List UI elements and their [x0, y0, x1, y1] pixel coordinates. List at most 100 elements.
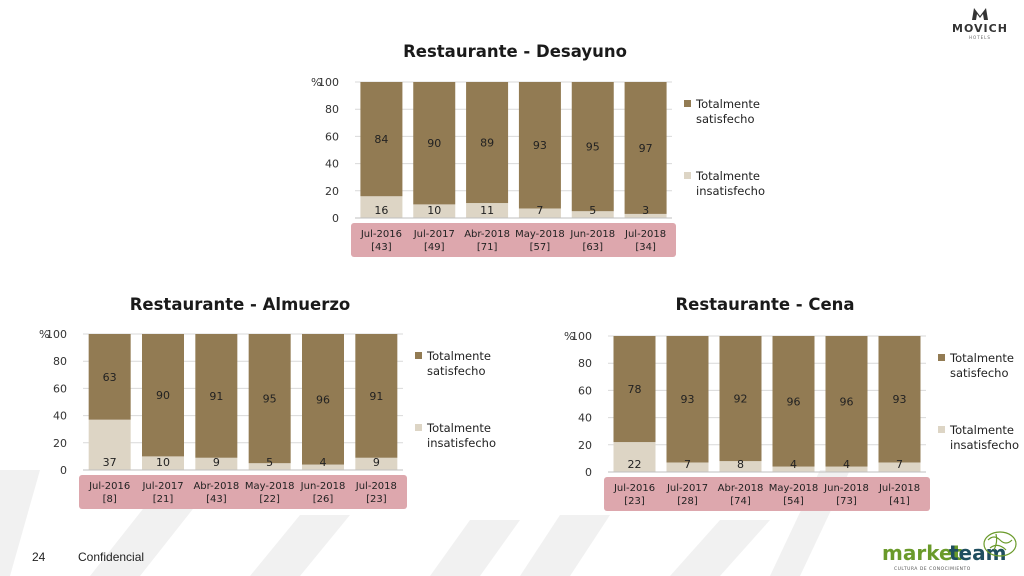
- data-label-satisfied: 96: [787, 395, 801, 408]
- movich-subtitle: HOTELS: [969, 35, 991, 40]
- y-tick-label: 20: [325, 185, 339, 198]
- data-label-unsatisfied: 16: [374, 204, 388, 217]
- chart-desayuno: 0 20 40 60 80 100% 84 16 Jul-2016 [43] 90 10 Jul-201…: [311, 76, 765, 257]
- x-sample-size-label: [49]: [424, 242, 445, 253]
- bar-segment-unsatisfied: [624, 213, 667, 218]
- data-label-satisfied: 90: [156, 389, 170, 402]
- chart-cena: 020406080100%7822Jul-2016[23]937Jul-2017…: [564, 330, 1019, 511]
- y-tick-label: 60: [53, 382, 67, 395]
- x-tick-label: Abr-2018: [718, 483, 764, 494]
- bar-segment-satisfied: [413, 82, 456, 205]
- x-tick-label: Jun-2018: [300, 481, 346, 492]
- bar-segment-unsatisfied: [195, 457, 238, 470]
- y-tick-label: 0: [585, 466, 592, 479]
- movich-emblem-icon: [972, 8, 988, 20]
- x-sample-size-label: [71]: [477, 242, 498, 253]
- bar-segment-unsatisfied: [613, 442, 656, 472]
- x-tick-label: Jul-2016: [613, 483, 655, 494]
- legend-label: insatisfecho: [950, 438, 1019, 452]
- x-tick-label: May-2018: [769, 483, 819, 494]
- bar-segment-unsatisfied: [360, 196, 403, 218]
- y-tick-label: 20: [578, 439, 592, 452]
- x-sample-size-label: [23]: [366, 494, 387, 505]
- data-label-unsatisfied: 9: [373, 456, 380, 469]
- x-sample-size-label: [23]: [624, 496, 645, 507]
- bar-segment-satisfied: [613, 336, 656, 443]
- legend-swatch: [415, 424, 422, 431]
- data-label-satisfied: 96: [316, 393, 330, 406]
- x-sample-size-label: [43]: [371, 242, 392, 253]
- legend-swatch: [684, 100, 691, 107]
- legend-label: satisfecho: [950, 366, 1009, 380]
- x-sample-size-label: [21]: [153, 494, 174, 505]
- x-axis-label-band: [604, 477, 930, 511]
- legend-label: Totalmente: [949, 351, 1014, 365]
- data-label-satisfied: 93: [533, 139, 547, 152]
- confidential-label: Confidencial: [78, 550, 145, 564]
- legend-swatch: [938, 354, 945, 361]
- legend-label: satisfecho: [696, 112, 755, 126]
- x-sample-size-label: [73]: [836, 496, 857, 507]
- data-label-unsatisfied: 37: [103, 456, 117, 469]
- legend-swatch: [684, 172, 691, 179]
- y-tick-label: 100: [46, 328, 67, 341]
- bar-segment-unsatisfied: [413, 204, 456, 218]
- x-tick-label: Jul-2017: [413, 229, 455, 240]
- data-label-satisfied: 95: [263, 393, 277, 406]
- x-sample-size-label: [34]: [635, 242, 656, 253]
- data-label-satisfied: 92: [734, 393, 748, 406]
- bar-segment-unsatisfied: [719, 461, 762, 472]
- data-label-unsatisfied: 7: [896, 458, 903, 471]
- data-label-unsatisfied: 10: [156, 456, 170, 469]
- bar-segment-unsatisfied: [878, 462, 921, 472]
- legend-label: Totalmente: [426, 349, 491, 363]
- data-label-satisfied: 93: [681, 393, 695, 406]
- bar-segment-unsatisfied: [302, 464, 344, 470]
- bar-segment-satisfied: [88, 334, 131, 420]
- bar-segment-unsatisfied: [772, 466, 815, 472]
- legend-label: satisfecho: [427, 364, 486, 378]
- data-label-unsatisfied: 9: [213, 456, 220, 469]
- y-tick-label: 100: [571, 330, 592, 343]
- data-label-satisfied: 84: [374, 133, 388, 146]
- data-label-satisfied: 93: [893, 393, 907, 406]
- x-sample-size-label: [26]: [313, 494, 334, 505]
- movich-logo: MOVICH HOTELS: [952, 8, 1007, 40]
- bar-segment-satisfied: [466, 82, 509, 204]
- data-label-satisfied: 63: [103, 371, 117, 384]
- data-label-satisfied: 89: [480, 137, 494, 150]
- bar-segment-satisfied: [666, 336, 709, 463]
- bar-segment-unsatisfied: [88, 419, 131, 470]
- legend-label: insatisfecho: [696, 184, 765, 198]
- legend-label: Totalmente: [949, 423, 1014, 437]
- x-sample-size-label: [8]: [103, 494, 117, 505]
- bar-segment-satisfied: [518, 82, 561, 209]
- data-label-unsatisfied: 4: [843, 458, 850, 471]
- bar-segment-satisfied: [302, 334, 344, 465]
- x-sample-size-label: [57]: [530, 242, 551, 253]
- data-label-unsatisfied: 5: [266, 456, 273, 469]
- x-tick-label: Abr-2018: [193, 481, 239, 492]
- data-label-unsatisfied: 11: [480, 204, 494, 217]
- bar-segment-unsatisfied: [571, 211, 614, 218]
- data-label-satisfied: 96: [840, 395, 854, 408]
- y-tick-label: 60: [325, 130, 339, 143]
- data-label-unsatisfied: 5: [589, 204, 596, 217]
- x-sample-size-label: [74]: [730, 496, 751, 507]
- bar-segment-satisfied: [772, 336, 815, 467]
- marketteam-tagline: CULTURA DE CONOCIMIENTO: [894, 566, 971, 572]
- bar-segment-satisfied: [571, 82, 614, 212]
- brain-icon: [983, 531, 1017, 557]
- y-tick-label: 0: [332, 212, 339, 225]
- bar-segment-satisfied: [195, 334, 238, 458]
- y-tick-label: 40: [578, 412, 592, 425]
- legend-label: Totalmente: [426, 421, 491, 435]
- chart-almuerzo: 0 20 40 60 80 100% 63 37 Jul-2016 [8] 90 10 Jul-2017…: [39, 328, 496, 509]
- bar-segment-satisfied: [624, 82, 667, 214]
- bar-segment-unsatisfied: [825, 466, 868, 472]
- x-tick-label: Jul-2016: [360, 229, 402, 240]
- x-tick-label: Jun-2018: [823, 483, 869, 494]
- x-tick-label: Jul-2018: [878, 483, 920, 494]
- data-label-unsatisfied: 4: [790, 458, 797, 471]
